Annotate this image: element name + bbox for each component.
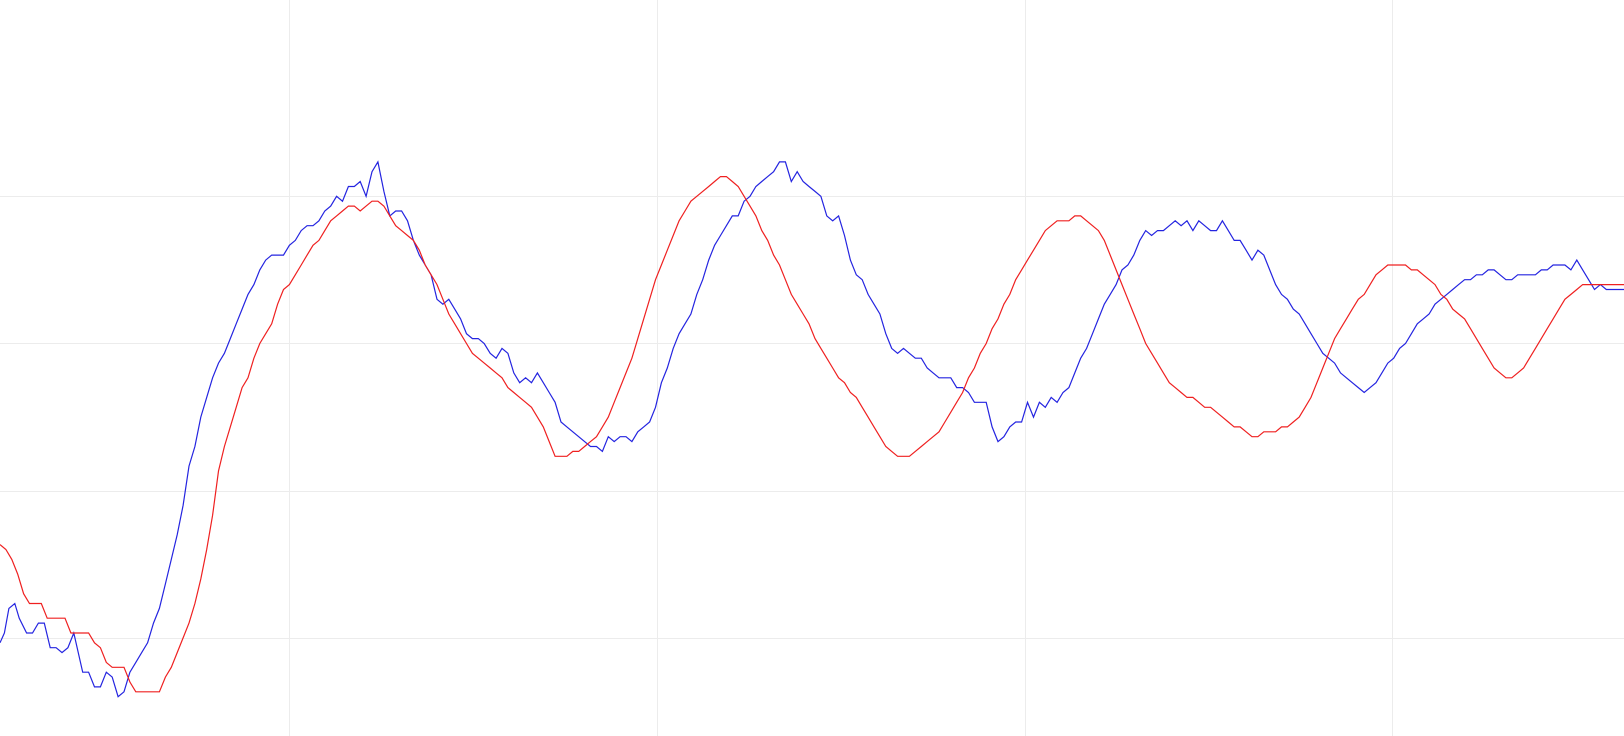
horizontal-gridlines bbox=[0, 196, 1624, 639]
vertical-gridlines bbox=[289, 0, 1393, 736]
series-line-2 bbox=[0, 176, 1624, 693]
series-line-1 bbox=[0, 160, 1624, 698]
series-lines bbox=[0, 160, 1624, 698]
